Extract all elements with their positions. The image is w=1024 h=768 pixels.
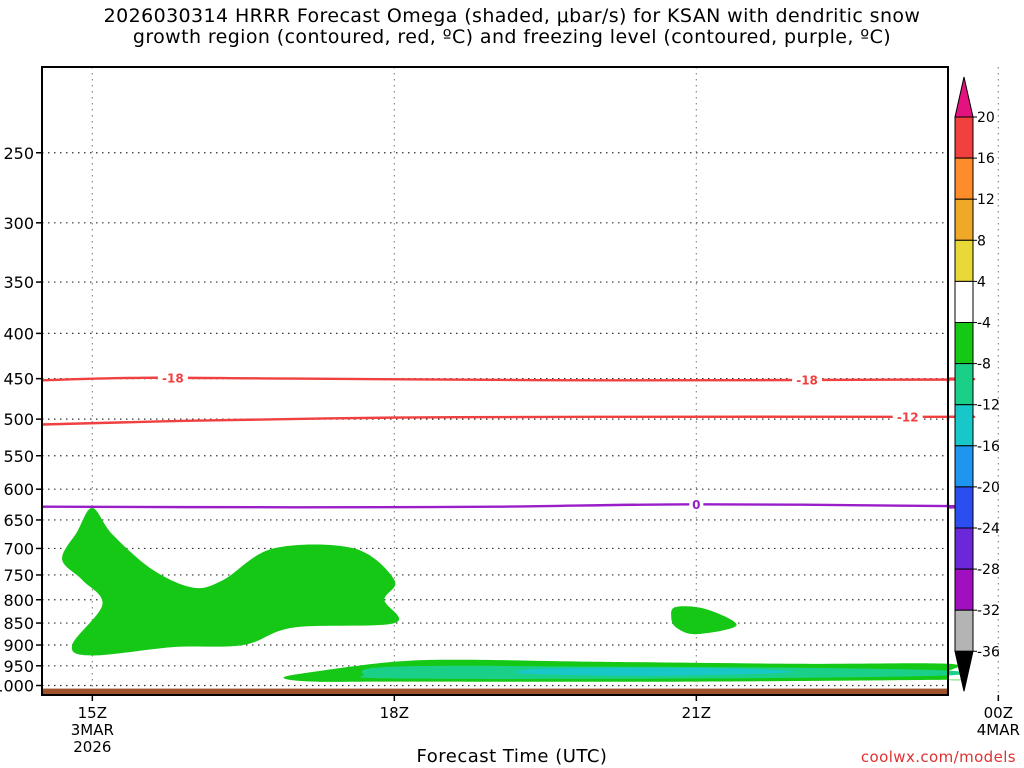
source-credit: coolwx.com/models: [860, 748, 1016, 766]
y-tick-label: 250: [3, 144, 34, 163]
colorbar-segment: [954, 157, 974, 200]
omega-shaded-regions: [62, 507, 968, 682]
colorbar-top-triangle: [954, 76, 974, 118]
colorbar-label: 4: [977, 274, 986, 290]
contour-label: -18: [162, 371, 184, 385]
surface-ground: [42, 688, 948, 695]
colorbar-label: -20: [977, 480, 1000, 496]
colorbar-segment: [954, 404, 974, 447]
x-tick-label: 00Z: [984, 704, 1013, 722]
colorbar-label: 20: [977, 110, 995, 126]
y-tick-label: 600: [3, 480, 34, 499]
plot-frame: [41, 66, 949, 696]
colorbar-label: -24: [977, 521, 1000, 537]
colorbar-segment: [954, 322, 974, 365]
x-tick-label: 21Z: [682, 704, 711, 722]
x-axis-ticks: 15Z3MAR202618Z21Z00Z4MAR03Z06Z: [71, 695, 1020, 756]
omega-shaded-region: [515, 667, 792, 676]
contour-label: 0: [692, 498, 700, 512]
colorbar-label: -36: [977, 644, 1000, 660]
colorbar-label: -8: [977, 357, 991, 373]
y-axis-ticks: 250 300 350 400 450 500 550 600 650 700 750 800 850 9…: [0, 144, 42, 696]
colorbar-segment: [954, 527, 974, 570]
contour-line: [41, 415, 976, 426]
contour-label: -18: [796, 373, 818, 387]
omega-shaded-region: [62, 507, 400, 656]
colorbar-segment: [954, 363, 974, 406]
colorbar-segment: [954, 609, 974, 652]
contour-line: [41, 502, 968, 509]
colorbar-segment: [954, 445, 974, 488]
y-tick-label: 350: [3, 273, 34, 292]
x-tick-label: 18Z: [380, 704, 409, 722]
contour-label-bg: [792, 372, 823, 387]
surface-bar: [42, 688, 948, 695]
y-tick-label: 950: [3, 657, 34, 676]
colorbar-segment: [954, 239, 974, 282]
colorbar-segment: [954, 568, 974, 611]
chart-title-line-2: growth region (contoured, red, ºC) and f…: [132, 26, 892, 48]
colorbar-segment: [954, 280, 974, 323]
colorbar-segment: [954, 198, 974, 241]
y-tick-label: 550: [3, 447, 34, 466]
colorbar: 20 16 12 8 4 -4 -8 -12 -16 -20 -24 -28 -32 -36: [954, 76, 1000, 692]
y-tick-label: 650: [3, 511, 34, 530]
y-tick-label: 700: [3, 539, 34, 558]
colorbar-segment: [954, 486, 974, 529]
x-tick-label: 4MAR: [977, 721, 1020, 739]
colorbar-label: -12: [977, 398, 1000, 414]
y-tick-label: 500: [3, 410, 34, 429]
contour-label: -12: [897, 410, 919, 424]
colorbar-label: -28: [977, 562, 1000, 578]
colorbar-label: 16: [977, 151, 995, 167]
omega-shaded-region: [671, 606, 737, 635]
colorbar-bottom-triangle: [954, 650, 974, 692]
colorbar-label: -32: [977, 603, 1000, 619]
colorbar-label: 12: [977, 192, 995, 208]
x-tick-label: 2026: [73, 738, 111, 756]
y-tick-label: 400: [3, 324, 34, 343]
y-tick-label: 900: [3, 636, 34, 655]
x-axis-label: Forecast Time (UTC): [416, 746, 608, 767]
y-tick-label: 800: [3, 591, 34, 610]
colorbar-label: 8: [977, 233, 986, 249]
y-tick-label: 1000: [0, 677, 34, 696]
y-tick-label: 850: [3, 614, 34, 633]
chart-title: 2026030314 HRRR Forecast Omega (shaded, …: [0, 6, 1024, 48]
temperature-contours: -18-18-18-12-1200: [41, 370, 976, 512]
x-tick-label: 3MAR: [71, 721, 114, 739]
y-tick-label: 300: [3, 214, 34, 233]
y-tick-label: 750: [3, 566, 34, 585]
grid-lines: [42, 67, 999, 695]
contour-label-bg: [157, 370, 188, 385]
colorbar-label: -4: [977, 316, 991, 332]
colorbar-segment: [954, 116, 974, 159]
colorbar-label: -16: [977, 439, 1000, 455]
chart-title-line-1: 2026030314 HRRR Forecast Omega (shaded, …: [103, 5, 921, 27]
contour-label-bg: [689, 497, 704, 512]
contour-label-bg: [892, 409, 923, 424]
x-tick-label: 15Z: [78, 704, 107, 722]
y-tick-label: 450: [3, 370, 34, 389]
